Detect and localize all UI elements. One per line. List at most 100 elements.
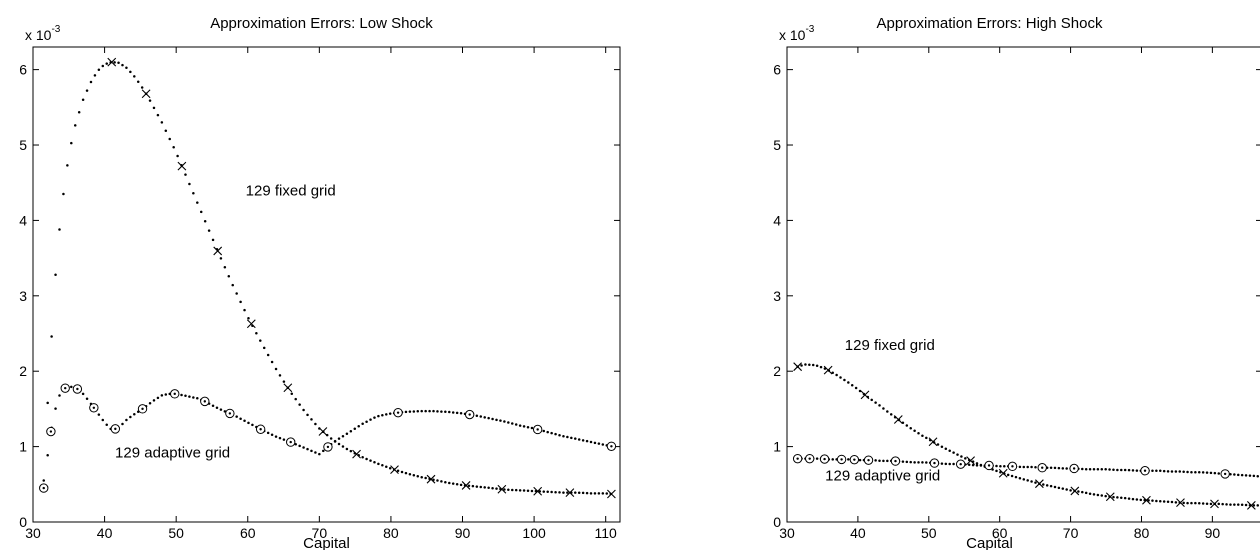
y-scale-exponent: -3 [805, 24, 814, 35]
data-point [1127, 468, 1131, 472]
data-point [514, 488, 518, 492]
data-point [66, 164, 69, 167]
data-point [412, 410, 416, 413]
data-point [601, 443, 605, 446]
circle-marker-dot [796, 457, 799, 460]
x-marker [141, 89, 151, 99]
data-point [1166, 470, 1170, 473]
data-point [1221, 502, 1224, 506]
data-point [420, 409, 423, 413]
data-point [577, 438, 581, 441]
data-point [882, 407, 885, 410]
data-point [1240, 473, 1244, 477]
data-point [180, 393, 183, 397]
data-point [247, 421, 250, 425]
annotation-label: 129 fixed grid [845, 337, 935, 354]
data-point [70, 385, 73, 389]
data-point [562, 434, 565, 438]
data-point [886, 410, 889, 413]
data-point [97, 413, 101, 416]
data-point [815, 364, 819, 368]
chart-title: Approximation Errors: High Shock [877, 15, 1103, 32]
data-point [597, 442, 601, 445]
data-point [152, 106, 156, 110]
data-point [1155, 469, 1158, 472]
data-point [1112, 468, 1115, 471]
y-tick-label: 5 [19, 137, 27, 153]
data-point [219, 408, 223, 411]
data-point [1018, 476, 1022, 480]
data-point [1123, 468, 1127, 472]
data-point [1022, 478, 1026, 481]
data-point [1229, 503, 1232, 506]
data-point [847, 458, 850, 461]
data-point [274, 435, 278, 438]
circle-marker-dot [92, 406, 96, 409]
x-tick-label: 50 [921, 525, 937, 541]
data-point [196, 397, 199, 400]
data-point [1209, 502, 1213, 506]
data-point [97, 68, 101, 72]
x-axis-label: Capital [303, 535, 350, 550]
data-point [1178, 470, 1182, 473]
data-point [400, 470, 404, 474]
data-point [89, 80, 93, 84]
data-point [503, 488, 506, 491]
data-point [1081, 467, 1084, 471]
data-point [448, 410, 451, 414]
data-point [432, 409, 435, 413]
x-tick-label: 40 [850, 525, 866, 541]
circle-marker-dot [468, 413, 471, 416]
circle-marker-dot [536, 428, 539, 431]
data-point [243, 308, 246, 312]
data-point [1256, 475, 1259, 478]
data-point [121, 422, 124, 426]
data-point [377, 462, 380, 466]
data-point [858, 389, 862, 393]
data-point [168, 137, 171, 141]
data-point [341, 445, 345, 448]
data-point [491, 486, 494, 490]
data-point [81, 392, 85, 396]
data-point [1030, 465, 1033, 469]
data-point [1081, 490, 1084, 494]
data-point [42, 479, 45, 482]
data-point [337, 437, 341, 440]
data-point [546, 490, 549, 494]
data-point [1151, 499, 1154, 502]
data-point [203, 220, 207, 223]
data-point [960, 455, 963, 458]
data-point [597, 492, 601, 495]
data-point [921, 461, 924, 464]
plot-area [792, 362, 1259, 510]
data-point [952, 451, 955, 454]
data-point [211, 404, 215, 407]
data-point [235, 415, 238, 418]
data-point [940, 445, 944, 449]
circle-marker-dot [1223, 472, 1227, 476]
data-point [54, 273, 57, 276]
data-point [808, 363, 811, 366]
data-point [298, 403, 301, 406]
data-point [329, 437, 333, 440]
data-point [436, 479, 439, 482]
data-point [1182, 501, 1185, 505]
data-point [451, 411, 455, 414]
data-point [905, 424, 909, 427]
data-point [566, 435, 569, 439]
data-point [800, 364, 803, 367]
x-tick-label: 60 [992, 525, 1008, 541]
data-point [1201, 471, 1205, 474]
data-point [148, 402, 152, 405]
x-marker [928, 437, 938, 447]
data-point [105, 423, 108, 426]
data-point [428, 409, 431, 413]
data-point [408, 472, 412, 476]
circle-marker-dot [289, 440, 292, 444]
data-point [424, 476, 427, 480]
data-point [593, 492, 597, 495]
x-tick-label: 30 [25, 525, 41, 541]
data-point [314, 422, 317, 426]
data-point [444, 480, 447, 484]
